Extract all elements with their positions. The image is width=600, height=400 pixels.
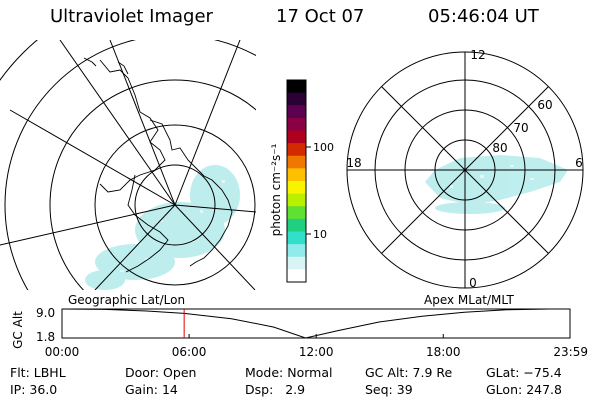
mlt-label-18: 18: [346, 156, 361, 170]
apex-polar-plot: 12 18 6 0 60 70 80: [346, 48, 584, 290]
colorbar-segment: [287, 256, 306, 270]
chart-xtick-label: 18:00: [426, 345, 461, 359]
status-filter: Flt: LBHL: [10, 365, 66, 380]
glon-value: 247.8: [526, 382, 562, 397]
mode-label: Mode:: [245, 365, 284, 380]
colorbar-segment: [287, 193, 306, 207]
dsp-label: Dsp:: [245, 382, 274, 397]
chart-frame: [61, 308, 571, 339]
glon-label: GLon:: [486, 382, 523, 397]
status-door: Door: Open: [125, 365, 196, 380]
observation-date: 17 Oct 07: [276, 6, 365, 27]
chart-xtick-labels: 00:00 06:00 12:00 18:00 23:59: [45, 345, 588, 359]
gcalt-label: GC Alt:: [365, 365, 409, 380]
chart-xticks: [61, 334, 571, 338]
mlat-label-70: 70: [513, 121, 528, 135]
colorbar-tick-100: 100: [313, 141, 334, 154]
colorbar-segment: [287, 117, 306, 131]
seq-value: 39: [396, 382, 413, 397]
colorbar-segment: [287, 231, 306, 245]
mlat-label-60: 60: [537, 98, 552, 112]
colorbar-segment: [287, 244, 306, 258]
geo-longitude-lines: [0, 40, 256, 290]
glat-value: −75.4: [523, 365, 562, 380]
seq-label: Seq:: [365, 382, 393, 397]
colorbar-segment: [287, 181, 306, 195]
mlt-label-0: 0: [469, 276, 477, 290]
colorbar-segment: [287, 269, 306, 283]
colorbar-ticks: [306, 146, 311, 235]
status-gain: Gain: 14: [125, 382, 178, 397]
apex-aurora-dots: [450, 165, 534, 188]
mlt-label-12: 12: [470, 48, 485, 62]
chart-xtick-label: 06:00: [172, 345, 207, 359]
glat-label: GLat:: [486, 365, 520, 380]
colorbar-segment: [287, 92, 306, 106]
ip-label: IP:: [10, 382, 26, 397]
status-gcalt: GC Alt: 7.9 Re: [365, 365, 452, 380]
colorbar-segment: [287, 218, 306, 232]
geo-map-body: [0, 40, 256, 290]
colorbar-segment: [287, 105, 306, 119]
door-label: Door:: [125, 365, 160, 380]
dsp-value: 2.9: [285, 382, 306, 397]
colorbar-segment: [287, 206, 306, 220]
altitude-chart: GC Alt 9.0 1.8 00:00 06:00 12:00 18:00 23:59: [11, 306, 588, 359]
mlat-label-80: 80: [492, 141, 507, 155]
instrument-title: Ultraviolet Imager: [50, 6, 213, 27]
geo-map-label: Geographic Lat/Lon: [68, 293, 186, 307]
mlt-label-6: 6: [575, 156, 583, 170]
colorbar: [286, 79, 307, 283]
colorbar-segment: [287, 130, 306, 144]
colorbar-unit-label: photon cm⁻²s⁻¹: [269, 143, 283, 236]
status-dsp: Dsp: 2.9: [245, 382, 305, 397]
chart-ytick-1-8: 1.8: [36, 330, 55, 344]
colorbar-segment: [287, 155, 306, 169]
door-value: Open: [163, 365, 197, 380]
colorbar-segment: [287, 143, 306, 157]
status-seq: Seq: 39: [365, 382, 413, 397]
colorbar-segment: [287, 80, 306, 94]
filter-label: Flt:: [10, 365, 30, 380]
gain-label: Gain:: [125, 382, 158, 397]
chart-xtick-label: 00:00: [45, 345, 80, 359]
colorbar-tick-10: 10: [313, 228, 327, 241]
filter-value: LBHL: [33, 365, 66, 380]
chart-xtick-label: 23:59: [553, 345, 588, 359]
observation-time: 05:46:04 UT: [428, 6, 539, 27]
chart-xtick-label: 12:00: [299, 345, 334, 359]
geo-aurora: [85, 165, 240, 290]
status-glat: GLat: −75.4: [486, 365, 562, 380]
status-mode: Mode: Normal: [245, 365, 333, 380]
ip-value: 36.0: [29, 382, 58, 397]
colorbar-segment: [287, 168, 306, 182]
apex-map-label: Apex MLat/MLT: [424, 293, 514, 307]
altitude-series-line: [61, 308, 570, 339]
status-ip: IP: 36.0: [10, 382, 57, 397]
mode-value: Normal: [287, 365, 333, 380]
chart-ylabel: GC Alt: [11, 311, 25, 349]
chart-ytick-9: 9.0: [36, 306, 55, 320]
geo-coastline: [83, 57, 233, 273]
gain-value: 14: [161, 382, 178, 397]
geo-latitude-circles: [0, 40, 256, 290]
status-glon: GLon: 247.8: [486, 382, 562, 397]
gcalt-value: 7.9 Re: [412, 365, 453, 380]
apex-mlt-lines: [347, 52, 583, 288]
apex-aurora: [425, 155, 568, 214]
colorbar-frame: [286, 79, 307, 283]
